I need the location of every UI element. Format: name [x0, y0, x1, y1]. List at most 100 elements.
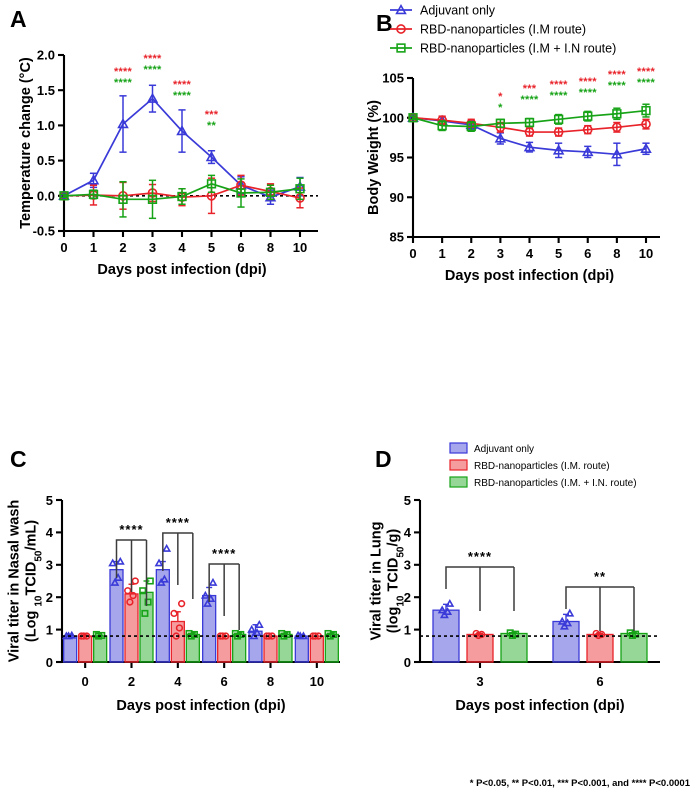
y-tick-label: -0.5	[33, 224, 55, 239]
y-tick-label: 1.5	[37, 83, 55, 98]
bar-series-2	[92, 577, 339, 663]
x-tick-label: 5	[208, 240, 215, 255]
y-axis-title: Viral titer in Lung (log10 TCID50/g)	[369, 522, 407, 641]
panel-c-label: C	[10, 446, 27, 472]
data-point-marker	[170, 609, 178, 618]
data-point-marker	[88, 189, 99, 200]
x-tick-label: 2	[128, 674, 135, 689]
legend-marker	[395, 3, 407, 15]
series-2	[408, 103, 651, 133]
significance-star-red: ****	[637, 66, 655, 78]
x-tick-label: 10	[639, 246, 653, 261]
data-point-marker	[206, 179, 217, 189]
bar	[324, 633, 339, 663]
data-point-marker	[231, 629, 239, 638]
x-tick-label: 8	[613, 246, 620, 261]
significance-bracket	[565, 586, 635, 631]
y-tick-label: 105	[382, 71, 404, 86]
legend-label: RBD-nanoparticles (I.M + I.N route)	[420, 42, 616, 56]
bar	[278, 633, 293, 663]
significance-star-red: ***	[205, 109, 219, 121]
data-point-marker	[117, 117, 129, 129]
x-tick-label: 2	[119, 240, 126, 255]
y-tick-label: 2.0	[37, 48, 55, 63]
panel-a-label: A	[10, 6, 27, 32]
data-point-marker	[216, 632, 225, 640]
data-point-marker	[172, 632, 180, 640]
axes: -0.5 0.0 0.5 1.0 1.5 2.0 0 1 2 3 4 5 6 8 10 Days post i…	[18, 48, 318, 278]
significance-star-red: ****	[579, 76, 597, 88]
data-point-marker	[236, 188, 246, 198]
significance-annotations: *****************************	[114, 53, 219, 132]
data-point-marker	[641, 119, 651, 129]
data-point-marker	[466, 121, 476, 132]
y-tick-label: 5	[404, 493, 411, 508]
significance-stars: ****	[212, 546, 236, 561]
significance-star-green: ****	[521, 94, 539, 106]
y-tick-label: 0.5	[37, 153, 55, 168]
x-axis-title: Days post infection (dpi)	[116, 698, 285, 714]
data-point-marker	[437, 121, 447, 131]
data-point-marker	[524, 127, 535, 137]
x-tick-label: 2	[468, 246, 475, 261]
series-0	[58, 84, 306, 205]
x-tick-label: 4	[178, 240, 186, 255]
significance-star-green: ****	[637, 77, 655, 89]
data-point-marker	[523, 141, 536, 152]
x-tick-label: 8	[267, 674, 274, 689]
panel-d-label: D	[375, 446, 392, 472]
data-point-marker	[87, 174, 100, 185]
legend-item[interactable]: RBD-nanoparticles (I.M route)	[390, 23, 586, 37]
data-point-marker	[200, 590, 210, 599]
svg-text:Viral titer in Lung: Viral titer in Lung	[369, 522, 385, 641]
significance-star-green: ****	[608, 80, 626, 92]
data-point-marker	[293, 630, 303, 639]
series-2	[59, 174, 305, 220]
y-tick-label: 1	[404, 622, 411, 637]
error-bar	[409, 115, 417, 121]
panel-c: 0 1 2 3 4 5 0 2 4 6 8 10 Days post infection (dpi) Vi…	[0, 440, 360, 740]
data-point-marker	[208, 577, 218, 586]
panel-d: 0 1 2 3 4 5 3 6 Days post infection (dpi) Viral t…	[360, 440, 696, 740]
data-point-marker	[177, 600, 186, 608]
y-axis-title: Body Weight (%)	[366, 100, 382, 215]
bar	[232, 633, 247, 663]
data-point-marker	[115, 556, 125, 565]
x-axis-title: Days post infection (dpi)	[455, 698, 624, 714]
significance-bracket	[162, 532, 194, 599]
legend-item[interactable]: RBD-nanoparticles (I.M + I.N route)	[390, 42, 616, 56]
data-point-marker	[247, 624, 257, 633]
legend-item[interactable]: RBD-nanoparticles (I.M. route)	[449, 459, 610, 472]
bar	[93, 635, 108, 663]
y-tick-label: 95	[390, 150, 404, 165]
data-point-marker	[141, 609, 149, 617]
significance-bracket	[445, 566, 515, 611]
significance-star-red: ****	[608, 69, 626, 81]
x-axis-title: Days post infection (dpi)	[97, 262, 266, 278]
data-point-marker	[159, 574, 169, 583]
error-bar	[178, 188, 186, 205]
significance-star-green: ****	[579, 87, 597, 99]
y-tick-label: 85	[390, 230, 404, 245]
bar	[217, 635, 232, 663]
x-tick-label: 0	[60, 240, 67, 255]
x-tick-label: 3	[476, 674, 483, 689]
legend-swatch	[449, 442, 468, 454]
legend-item[interactable]: RBD-nanoparticles (I.M. + I.N. route)	[449, 476, 637, 489]
legend-swatch	[449, 459, 468, 471]
data-point-marker	[162, 543, 172, 552]
x-tick-label: 6	[596, 674, 603, 689]
y-tick-label: 2	[46, 590, 53, 605]
legend-label: RBD-nanoparticles (I.M. route)	[474, 461, 610, 472]
y-axis-title: Temperature change (°C)	[18, 57, 34, 229]
significance-star-green: ****	[173, 90, 191, 102]
legend-item[interactable]: Adjuvant only	[449, 442, 534, 455]
significance-annotations: ******	[445, 549, 635, 631]
significance-star-red: *	[498, 91, 503, 103]
data-point-marker	[205, 151, 218, 162]
error-bar	[613, 142, 621, 167]
legend-label: RBD-nanoparticles (I.M route)	[420, 23, 586, 37]
significance-star-red: ****	[550, 79, 568, 91]
x-tick-label: 1	[90, 240, 97, 255]
legend-item[interactable]: Adjuvant only	[390, 4, 496, 18]
